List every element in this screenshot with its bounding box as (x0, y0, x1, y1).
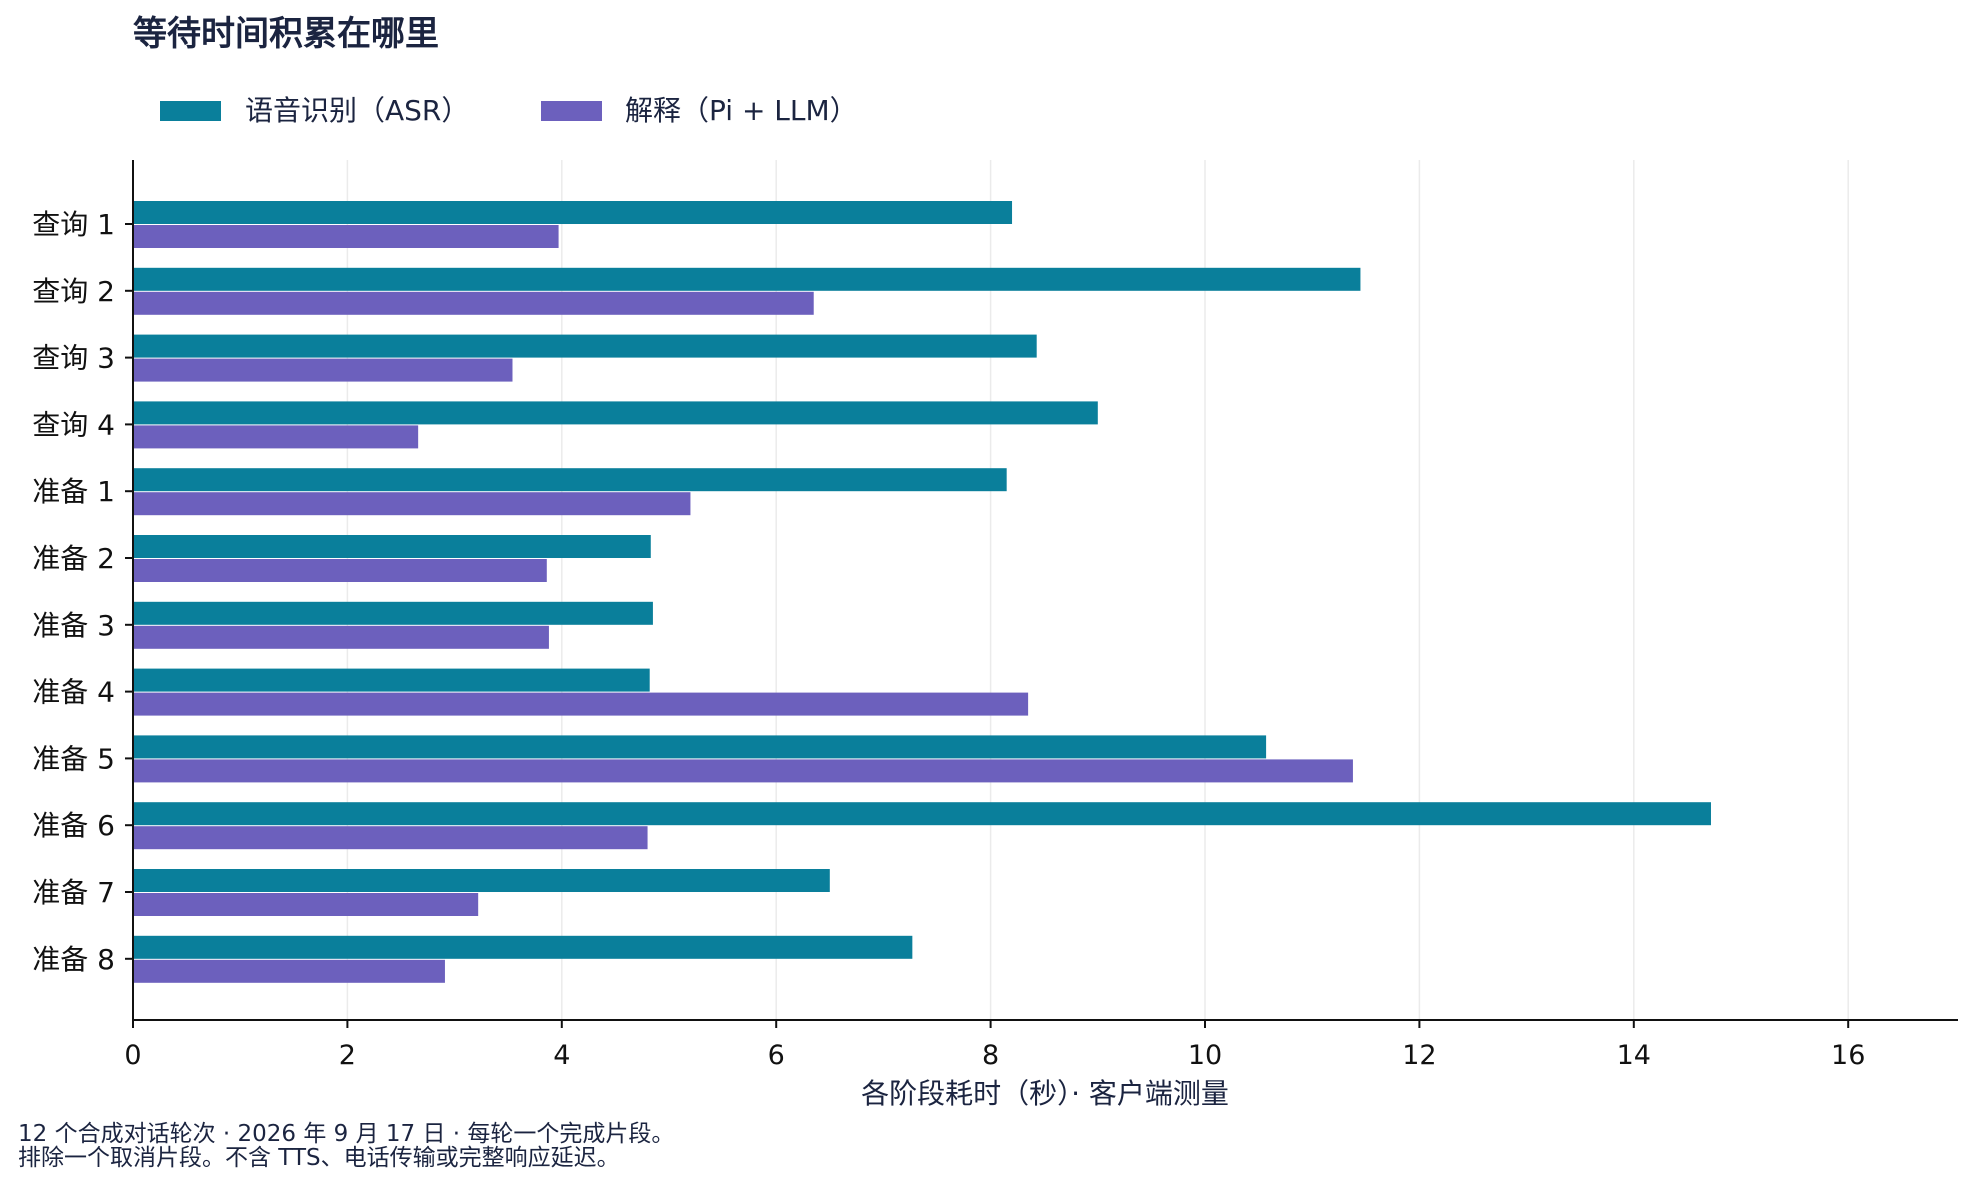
bar-asr (133, 935, 913, 959)
x-tick-label: 6 (768, 1040, 785, 1071)
bar-interpretation (133, 225, 559, 248)
x-tick-label: 0 (124, 1040, 141, 1071)
bar-interpretation (133, 425, 419, 449)
y-tick-label: 准备 7 (32, 876, 115, 909)
bar-asr (133, 668, 650, 692)
y-tick-label: 准备 3 (32, 609, 115, 642)
y-tick-label: 查询 3 (32, 342, 115, 375)
bar-interpretation (133, 692, 1029, 716)
bar-interpretation (133, 625, 549, 649)
bar-interpretation (133, 358, 513, 382)
bar-interpretation (133, 826, 648, 850)
bars (133, 201, 1711, 983)
bar-interpretation (133, 492, 691, 516)
bar-asr (133, 201, 1013, 224)
bar-interpretation (133, 893, 479, 916)
legend-label-asr: 语音识别（ASR） (245, 94, 469, 127)
x-tick-label: 10 (1188, 1040, 1222, 1071)
y-tick-label: 查询 2 (32, 275, 115, 308)
bar-asr (133, 334, 1037, 358)
bar-asr (133, 869, 830, 892)
footnote-line-2: 排除一个取消片段。不含 TTS、电话传输或完整响应延迟。 (18, 1145, 620, 1171)
x-tick-label: 12 (1402, 1040, 1436, 1071)
y-tick-label: 查询 1 (32, 208, 115, 241)
bar-interpretation (133, 559, 547, 582)
x-tick-label: 4 (553, 1040, 570, 1071)
x-ticks: 0 2 4 6 8 10 12 14 16 (124, 1020, 1865, 1071)
bar-asr (133, 401, 1098, 425)
bar-asr (133, 735, 1267, 759)
bar-asr (133, 535, 651, 558)
bar-asr (133, 601, 653, 625)
y-ticks: 查询 1 查询 2 查询 3 查询 4 准备 1 准备 2 准备 3 准备 4 准备 5 准备 6… (32, 208, 133, 976)
bar-interpretation (133, 959, 445, 983)
legend: 语音识别（ASR） 解释（Pi + LLM） (160, 94, 858, 127)
legend-label-interpretation: 解释（Pi + LLM） (625, 94, 858, 127)
y-tick-label: 准备 2 (32, 542, 115, 575)
bar-interpretation (133, 291, 814, 315)
footnote-line-1: 12 个合成对话轮次 · 2026 年 9 月 17 日 · 每轮一个完成片段。 (18, 1121, 675, 1147)
legend-swatch-interpretation (541, 101, 602, 121)
chart-title: 等待时间积累在哪里 (133, 14, 439, 54)
bar-interpretation (133, 759, 1353, 783)
bar-asr (133, 802, 1711, 826)
x-tick-label: 2 (339, 1040, 356, 1071)
bar-asr (133, 267, 1361, 291)
x-tick-label: 14 (1617, 1040, 1651, 1071)
y-tick-label: 准备 4 (32, 676, 115, 709)
y-tick-label: 查询 4 (32, 408, 115, 441)
axes (132, 160, 1958, 1021)
y-tick-label: 准备 8 (32, 943, 115, 976)
bar-asr (133, 468, 1007, 492)
y-tick-label: 准备 5 (32, 742, 115, 775)
x-tick-label: 16 (1831, 1040, 1865, 1071)
y-tick-label: 准备 1 (32, 475, 115, 508)
y-tick-label: 准备 6 (32, 809, 115, 842)
x-axis-label: 各阶段耗时（秒）· 客户端测量 (861, 1077, 1229, 1110)
x-tick-label: 8 (982, 1040, 999, 1071)
legend-swatch-asr (160, 101, 221, 121)
